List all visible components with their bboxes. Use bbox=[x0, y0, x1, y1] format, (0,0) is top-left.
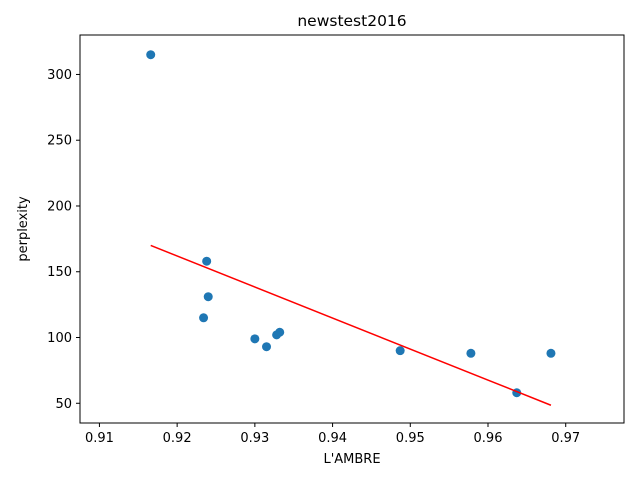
data-point bbox=[146, 50, 156, 60]
x-tick-label: 0.95 bbox=[396, 431, 425, 446]
x-tick-label: 0.94 bbox=[318, 431, 347, 446]
x-tick-label: 0.92 bbox=[163, 431, 192, 446]
data-point bbox=[546, 348, 556, 358]
y-tick-label: 300 bbox=[47, 68, 72, 83]
y-tick-label: 250 bbox=[47, 134, 72, 149]
y-tick-label: 150 bbox=[47, 265, 72, 280]
x-axis-label: L'AMBRE bbox=[323, 452, 380, 467]
y-axis-label: perplexity bbox=[16, 196, 31, 262]
x-tick-label: 0.93 bbox=[240, 431, 269, 446]
axes-frame bbox=[79, 34, 625, 424]
data-point bbox=[466, 348, 476, 358]
y-tick-label: 100 bbox=[47, 331, 72, 346]
data-point bbox=[199, 313, 209, 323]
y-tick-label: 50 bbox=[55, 397, 72, 412]
axes-layer: 0.91 0.92 0.93 0.94 0.95 0.96 0.97 50 100 150 200 2… bbox=[47, 34, 625, 446]
marks-layer bbox=[146, 50, 556, 406]
data-point bbox=[203, 292, 213, 302]
data-point bbox=[202, 256, 212, 266]
chart-title: newstest2016 bbox=[297, 12, 406, 30]
trend-line bbox=[150, 244, 552, 406]
y-tick-label: 200 bbox=[47, 199, 72, 214]
data-point bbox=[262, 342, 272, 352]
x-tick-label: 0.97 bbox=[551, 431, 580, 446]
x-tick-label: 0.96 bbox=[474, 431, 503, 446]
data-point bbox=[395, 346, 405, 356]
plot-area bbox=[80, 35, 624, 423]
data-point bbox=[250, 334, 260, 344]
x-tick-label: 0.91 bbox=[85, 431, 114, 446]
data-point bbox=[275, 327, 285, 337]
